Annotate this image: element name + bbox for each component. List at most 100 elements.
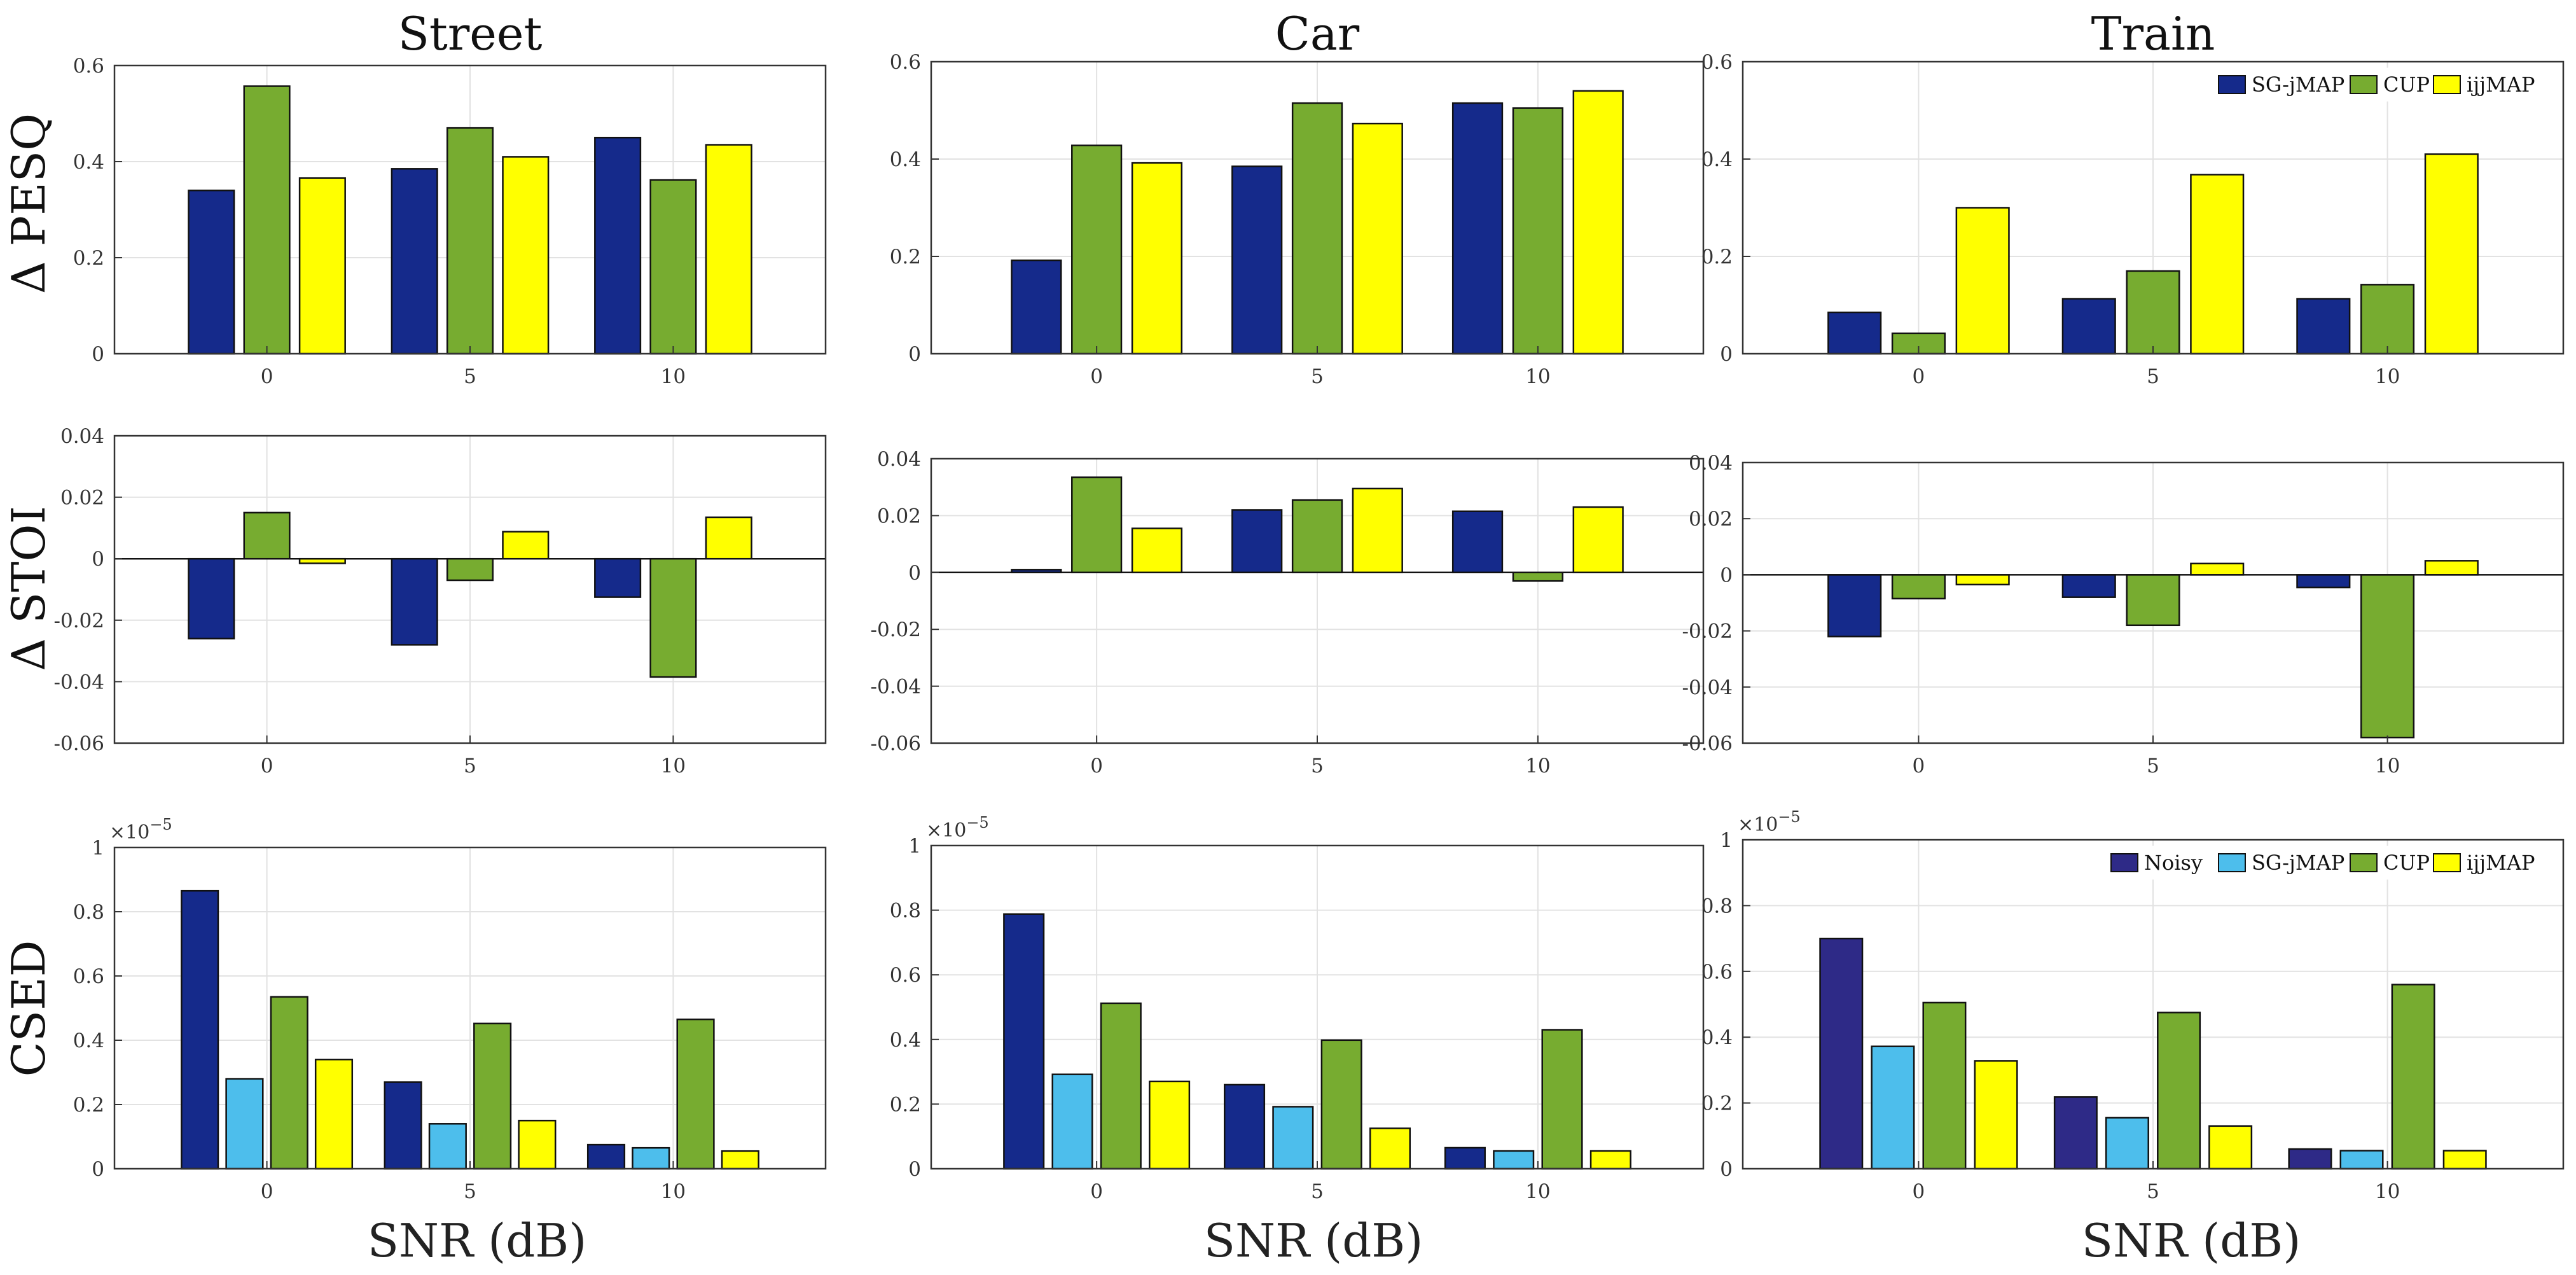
bar [649,179,697,355]
x-tick-label: 0 [261,755,274,777]
bar [384,1081,422,1170]
bar [2339,1150,2384,1170]
bar [1051,1073,1093,1170]
bar [2296,298,2351,355]
bar [1131,162,1183,355]
bar [1827,311,1882,355]
y-tick-label: 0.6 [1701,51,1733,74]
chart-panel-2-1: 00.20.40.60.810 5 10×10−5 [890,814,1705,1203]
chart-panel-0-1: 0 0.2 0.4 0.6 0 5 10 [890,51,1705,388]
bar [502,531,550,560]
bar [1922,1001,1967,1170]
column-title: Car [1275,7,1360,60]
y-exponent-label: ×10−5 [1738,808,1801,836]
legend-label: SG-jMAP [2252,73,2344,97]
bar [1974,1060,2018,1170]
y-tick-label: 0.6 [890,964,921,987]
exponent-base: ×10 [109,821,149,844]
x-tick-label: 0 [1913,1180,1925,1203]
y-tick-label: -0.04 [54,671,105,693]
bar [705,144,752,355]
bar [1131,527,1183,574]
legend-label: CUP [2383,73,2430,97]
y-tick-label: 0 [92,343,104,366]
bar [446,127,494,355]
y-tick-label: 0 [92,548,104,571]
x-tick-label: 10 [2375,365,2400,388]
x-tick-label: 5 [2147,365,2159,388]
chart-panel-0-2: 0 0.2 0.4 0.6 0 5 10 SG-jMAP CUP ijjMAP [1701,51,2565,388]
x-tick-label: 5 [2147,755,2159,777]
exponent-base: ×10 [1738,814,1778,836]
bar [1572,90,1624,355]
y-tick-label: 0 [1720,343,1733,366]
bar [2424,560,2479,576]
y-tick-label: 0.8 [890,900,921,923]
legend-swatch [2350,75,2378,94]
legend-label: Noisy [2144,851,2203,875]
bar [649,557,697,678]
y-tick-label: 0.4 [1701,1026,1733,1049]
bar [1512,107,1563,355]
chart-panel-2-0: 00.20.40.60.810 5 10×10−5 [73,816,827,1203]
x-tick-label: 10 [1525,365,1550,388]
y-tick-label: 0 [92,1158,104,1181]
y-tick-label: 0.2 [890,246,921,268]
bar [2296,574,2351,589]
bar [632,1146,670,1170]
bar [2053,1096,2098,1170]
y-tick-label: 0.2 [1701,246,1733,268]
x-tick-label: 10 [1525,755,1550,777]
x-tick-label: 0 [1913,755,1925,777]
bar [1451,510,1504,574]
bar [721,1150,759,1170]
bar [446,557,494,582]
chart-panel-1-0: -0.06 -0.04 -0.02 0 0.02 0.04 0 5 10 [54,425,827,777]
y-tick-label: -0.06 [871,732,922,755]
bar [2288,1148,2332,1170]
y-tick-label: 0 [1720,1158,1733,1181]
bar [2061,574,2116,598]
bar [2157,1012,2201,1170]
bar [2208,1125,2253,1170]
y-tick-label: 0.02 [1689,508,1733,531]
bar [594,557,642,598]
bar [705,516,752,560]
bar [2360,284,2415,355]
bar [1011,259,1062,355]
legend-swatch [2218,75,2246,94]
y-tick-label: 0.04 [60,425,104,448]
y-tick-label: 0 [1720,564,1733,587]
bar [1071,476,1123,574]
y-tick-label: 1 [1720,829,1733,852]
y-tick-label: -0.02 [1682,620,1733,643]
bar [270,996,308,1170]
bar [1512,571,1563,582]
bar [1891,574,1946,600]
y-tick-label: 0.2 [890,1093,921,1116]
y-tick-label: -0.06 [54,732,105,755]
x-tick-label: 5 [464,1180,476,1203]
row-label: CSED [2,940,55,1077]
bar [1003,913,1045,1170]
bar [1444,1146,1486,1170]
bar [2190,562,2245,576]
bar [1589,1150,1631,1170]
bar [1871,1045,1915,1170]
bar [1071,144,1123,355]
legend: Noisy SG-jMAP CUP ijjMAP [2102,846,2558,880]
column-title: Train [2091,7,2215,60]
x-tick-label: 10 [661,365,686,388]
bar [1291,499,1343,574]
y-tick-label: 1 [908,835,921,858]
bar [2126,270,2180,355]
bar [1827,574,1882,638]
bar [473,1022,512,1170]
exponent-base: ×10 [926,819,966,842]
bar [676,1018,715,1170]
bar [586,1143,626,1170]
x-tick-label: 10 [2375,755,2400,777]
bar [1231,165,1283,355]
